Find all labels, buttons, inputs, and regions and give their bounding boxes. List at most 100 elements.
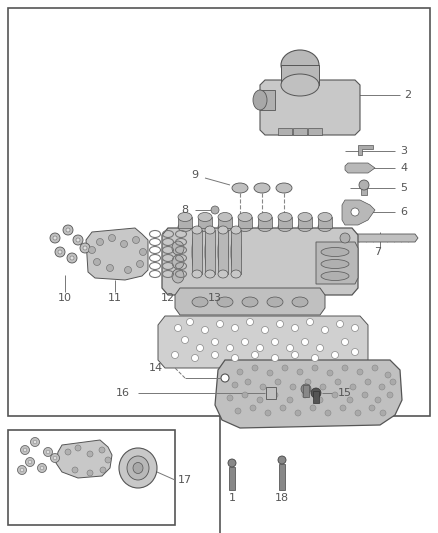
- Circle shape: [20, 468, 24, 472]
- Circle shape: [197, 344, 204, 351]
- Polygon shape: [158, 316, 368, 368]
- Circle shape: [340, 405, 346, 411]
- Text: 1: 1: [229, 493, 236, 503]
- Circle shape: [228, 459, 236, 467]
- Circle shape: [387, 392, 393, 398]
- Circle shape: [96, 238, 103, 246]
- Circle shape: [352, 325, 358, 332]
- Polygon shape: [308, 128, 322, 135]
- Ellipse shape: [218, 222, 232, 231]
- Circle shape: [302, 392, 308, 398]
- Circle shape: [50, 454, 60, 463]
- Circle shape: [31, 438, 39, 447]
- Circle shape: [172, 351, 179, 359]
- Circle shape: [124, 266, 131, 273]
- Circle shape: [40, 466, 44, 470]
- Circle shape: [174, 325, 181, 332]
- Circle shape: [307, 319, 314, 326]
- Circle shape: [340, 233, 350, 243]
- Polygon shape: [192, 230, 202, 274]
- Ellipse shape: [254, 183, 270, 193]
- Polygon shape: [260, 90, 275, 110]
- Circle shape: [282, 365, 288, 371]
- Circle shape: [120, 240, 127, 247]
- Circle shape: [317, 344, 324, 351]
- Polygon shape: [278, 217, 292, 228]
- Polygon shape: [205, 230, 215, 274]
- Polygon shape: [229, 467, 235, 490]
- Circle shape: [342, 365, 348, 371]
- Circle shape: [305, 379, 311, 385]
- Circle shape: [332, 351, 339, 359]
- Circle shape: [369, 405, 375, 411]
- Circle shape: [265, 410, 271, 416]
- Circle shape: [311, 388, 321, 398]
- Circle shape: [365, 379, 371, 385]
- Circle shape: [278, 456, 286, 464]
- Circle shape: [139, 248, 146, 255]
- Ellipse shape: [278, 213, 292, 222]
- Circle shape: [237, 369, 243, 375]
- Circle shape: [276, 320, 283, 327]
- Circle shape: [70, 256, 74, 260]
- Ellipse shape: [276, 183, 292, 193]
- Polygon shape: [345, 163, 375, 173]
- Polygon shape: [258, 217, 272, 228]
- Circle shape: [325, 410, 331, 416]
- Polygon shape: [281, 65, 319, 85]
- Circle shape: [301, 384, 311, 394]
- Circle shape: [93, 259, 100, 265]
- Circle shape: [18, 465, 27, 474]
- Circle shape: [257, 344, 264, 351]
- Polygon shape: [231, 230, 241, 274]
- Circle shape: [252, 365, 258, 371]
- Circle shape: [50, 233, 60, 243]
- Circle shape: [133, 237, 139, 244]
- Circle shape: [227, 395, 233, 401]
- Bar: [8, 8, 430, 416]
- Text: 3: 3: [400, 146, 407, 156]
- Ellipse shape: [231, 270, 241, 278]
- Ellipse shape: [231, 230, 241, 274]
- Ellipse shape: [192, 226, 202, 234]
- Text: 14: 14: [149, 363, 163, 373]
- Circle shape: [379, 384, 385, 390]
- Circle shape: [87, 470, 93, 476]
- Ellipse shape: [281, 50, 319, 80]
- Circle shape: [242, 392, 248, 398]
- Circle shape: [67, 253, 77, 263]
- Circle shape: [295, 410, 301, 416]
- Ellipse shape: [217, 297, 233, 307]
- Circle shape: [63, 225, 73, 235]
- Circle shape: [187, 319, 194, 326]
- Polygon shape: [316, 242, 358, 284]
- Circle shape: [261, 327, 268, 334]
- Ellipse shape: [267, 297, 283, 307]
- Circle shape: [352, 349, 358, 356]
- Circle shape: [385, 372, 391, 378]
- Circle shape: [76, 238, 80, 242]
- Ellipse shape: [321, 271, 349, 280]
- Circle shape: [80, 243, 90, 253]
- Polygon shape: [358, 145, 373, 155]
- Circle shape: [375, 397, 381, 403]
- Circle shape: [211, 206, 219, 214]
- Circle shape: [245, 379, 251, 385]
- Circle shape: [311, 354, 318, 361]
- Text: 6: 6: [400, 207, 407, 217]
- Circle shape: [280, 405, 286, 411]
- Circle shape: [226, 344, 233, 351]
- Polygon shape: [342, 234, 418, 242]
- Ellipse shape: [178, 213, 192, 222]
- Ellipse shape: [292, 297, 308, 307]
- Ellipse shape: [172, 269, 184, 283]
- Ellipse shape: [198, 213, 212, 222]
- Text: 5: 5: [400, 183, 407, 193]
- Polygon shape: [318, 217, 332, 228]
- Circle shape: [221, 374, 229, 382]
- Ellipse shape: [321, 260, 349, 269]
- Ellipse shape: [231, 226, 241, 234]
- Polygon shape: [342, 200, 375, 225]
- Ellipse shape: [278, 222, 292, 231]
- Circle shape: [191, 354, 198, 361]
